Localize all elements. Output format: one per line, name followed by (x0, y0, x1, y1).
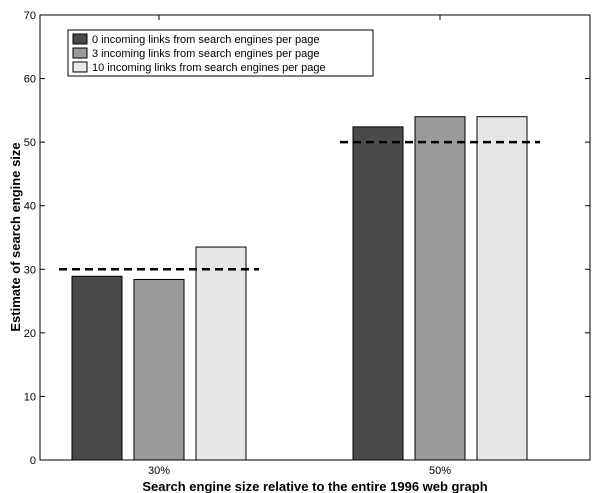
legend-swatch (72, 33, 88, 45)
bar (352, 126, 404, 461)
y-axis: 0 10 20 30 40 50 60 70 (24, 10, 590, 467)
legend-label: 0 incoming links from search engines per… (92, 34, 319, 46)
legend-label: 3 incoming links from search engines per… (92, 48, 319, 60)
y-tick-label: 60 (24, 74, 36, 86)
y-tick-label: 10 (24, 391, 36, 403)
x-tick-label: 50% (429, 465, 451, 477)
legend-swatch (72, 47, 88, 59)
y-tick-label: 20 (24, 328, 36, 340)
y-tick-label: 50 (24, 137, 36, 149)
x-axis: 30% 50% (148, 15, 451, 477)
y-tick-label: 0 (30, 455, 36, 467)
reference-lines (59, 140, 540, 271)
y-axis-title: Estimate of search engine size (8, 142, 23, 331)
bar (71, 275, 123, 461)
bars (71, 116, 528, 461)
y-tick-label: 30 (24, 264, 36, 276)
legend-label: 10 incoming links from search engines pe… (92, 62, 326, 74)
legend-box (67, 29, 374, 77)
x-axis-title: Search engine size relative to the entir… (142, 479, 487, 493)
y-tick-label: 40 (24, 201, 36, 213)
legend: 0 incoming links from search engines per… (67, 29, 374, 77)
bar (476, 116, 528, 461)
bar (133, 278, 185, 461)
bar (414, 116, 466, 461)
x-tick-label: 30% (148, 465, 170, 477)
bar (195, 246, 247, 461)
legend-swatch (72, 61, 88, 73)
y-tick-label: 70 (24, 10, 36, 22)
